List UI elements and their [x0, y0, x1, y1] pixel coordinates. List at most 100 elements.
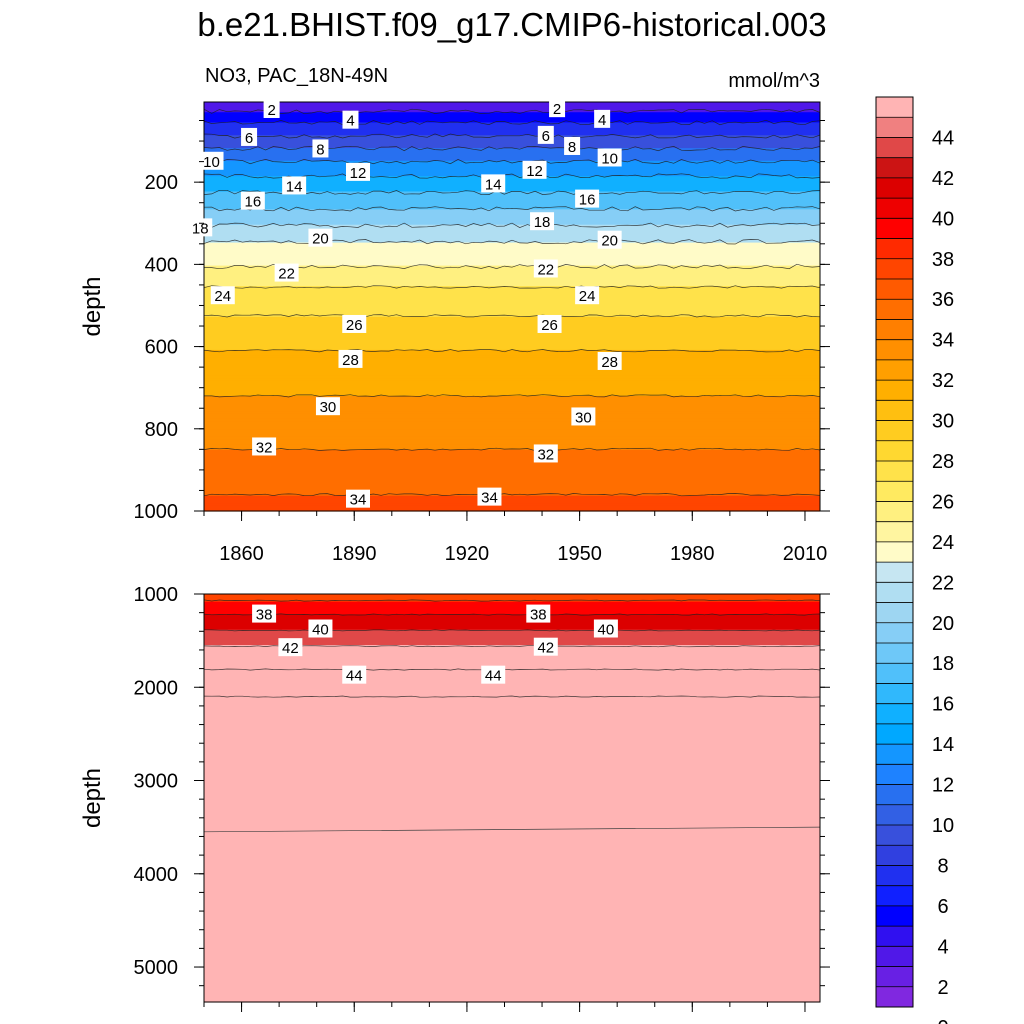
contour-label-bg — [308, 228, 333, 247]
color-band — [204, 406, 820, 410]
contour-line — [203, 222, 821, 228]
color-band — [204, 833, 820, 837]
color-band — [204, 655, 820, 659]
color-band — [204, 798, 820, 802]
contour-label: 40 — [312, 622, 329, 639]
color-band — [204, 884, 820, 888]
contour-label-bg — [346, 162, 370, 181]
color-band — [204, 831, 820, 835]
color-band — [204, 685, 820, 689]
contour-label: 16 — [579, 192, 596, 209]
chart-title: b.e21.BHIST.f09_g17.CMIP6-historical.003 — [197, 6, 826, 43]
color-band — [204, 935, 820, 939]
color-band — [204, 963, 820, 967]
color-band — [204, 298, 820, 302]
color-band — [204, 665, 820, 669]
color-band — [204, 329, 820, 333]
color-band — [204, 270, 820, 274]
color-band — [204, 355, 820, 359]
color-band — [204, 181, 820, 185]
color-band — [204, 199, 820, 203]
contour-label: 44 — [485, 668, 502, 685]
y-tick-label: 1000 — [134, 501, 179, 523]
contour-label: 6 — [245, 130, 253, 147]
color-band — [204, 418, 820, 423]
color-band — [204, 609, 820, 613]
color-band — [204, 813, 820, 817]
contour-label-bg — [481, 665, 506, 684]
color-band — [204, 601, 820, 605]
color-band — [204, 869, 820, 873]
colorbar-label: 24 — [932, 532, 954, 554]
colorbar-label: 8 — [937, 855, 948, 877]
x-tick-label: 1890 — [332, 543, 377, 565]
color-band — [204, 693, 820, 697]
color-band — [204, 505, 820, 510]
color-band — [204, 619, 820, 623]
color-band — [204, 823, 820, 827]
color-band — [204, 744, 820, 748]
contour-label-bg — [530, 212, 555, 231]
color-band — [204, 306, 820, 310]
color-band — [204, 464, 820, 469]
color-band — [204, 989, 820, 993]
contour-label-bg — [338, 349, 363, 368]
contour-line — [203, 145, 821, 152]
contour-label: 42 — [282, 640, 299, 657]
color-band — [204, 145, 820, 149]
color-band — [204, 780, 820, 784]
colorbar-box — [876, 258, 913, 280]
color-band — [204, 347, 820, 351]
color-band — [204, 647, 820, 651]
contour-label-bg — [252, 437, 277, 456]
color-band — [204, 140, 820, 144]
color-band — [204, 764, 820, 768]
colorbar-box — [876, 845, 913, 866]
color-band — [204, 826, 820, 830]
color-band — [204, 171, 820, 175]
color-band — [204, 222, 820, 226]
color-band — [204, 411, 820, 415]
colorbar-box — [876, 825, 913, 846]
colorbar-box — [876, 400, 913, 421]
color-band — [204, 191, 820, 195]
color-band — [204, 938, 820, 942]
colorbar-box — [876, 218, 913, 239]
color-band — [204, 503, 820, 507]
contour-label: 20 — [312, 231, 329, 248]
color-band — [204, 828, 820, 832]
color-band — [204, 102, 820, 106]
color-band — [204, 357, 820, 361]
colorbar-box — [876, 582, 913, 603]
contour-label: 8 — [568, 139, 576, 156]
color-band — [204, 227, 820, 231]
color-band — [204, 480, 820, 484]
colorbar-label: 44 — [932, 127, 954, 149]
color-band — [204, 380, 820, 384]
color-band — [204, 487, 820, 492]
color-band — [204, 604, 820, 608]
colorbar-label: 4 — [937, 936, 948, 958]
color-band — [204, 749, 820, 753]
color-band — [204, 729, 820, 733]
color-band — [204, 933, 820, 937]
colorbar-label: 10 — [932, 815, 954, 837]
color-band — [204, 803, 820, 807]
color-band — [204, 596, 820, 600]
colorbar-box — [876, 764, 913, 785]
contour-label: 8 — [316, 141, 324, 158]
colorbar-label: 0 — [937, 1017, 948, 1024]
contour-label: 10 — [203, 154, 220, 171]
contour-label: 28 — [342, 352, 359, 369]
bottom-panel: 38 40 42 44 38 40 42 44 1000 2000 3000 4000 5000 dept… — [79, 584, 830, 1012]
colorbar-box — [876, 117, 913, 138]
colorbar-box — [876, 339, 913, 361]
contour-label: 12 — [526, 163, 543, 180]
colorbar-label: 32 — [932, 370, 954, 392]
color-band — [204, 163, 820, 167]
contour-label-bg — [597, 230, 622, 249]
contour-label-bg — [278, 638, 303, 657]
color-band — [204, 836, 820, 840]
color-band — [204, 288, 820, 292]
color-band — [204, 968, 820, 972]
